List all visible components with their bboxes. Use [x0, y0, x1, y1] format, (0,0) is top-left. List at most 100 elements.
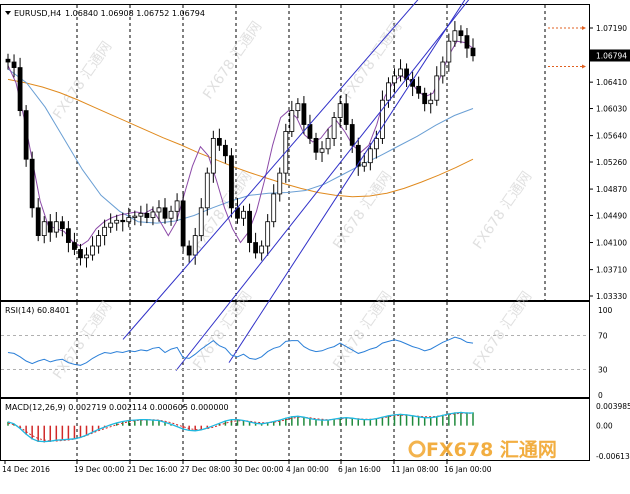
price-tick-label: 1.06030 [596, 105, 627, 114]
channel-line [175, 0, 470, 371]
rsi-panel [0, 301, 590, 398]
time-tick-label: 27 Dec 08:00 [180, 465, 231, 474]
candle-body [84, 254, 89, 259]
time-tick-label: 21 Dec 16:00 [127, 465, 178, 474]
current-price-box [590, 49, 630, 62]
macd-tick-label: -0.006139 [596, 452, 630, 461]
rsi-tick-label: 100 [598, 306, 613, 315]
price-tick-label: 1.04100 [596, 239, 627, 248]
candle-body [386, 82, 391, 101]
candle-body [271, 193, 277, 223]
candle-body [5, 58, 11, 63]
candle-body [90, 245, 95, 256]
rsi-tick-label: 70 [598, 332, 608, 341]
symbol-label: EURUSD,H4 [14, 9, 61, 18]
macd-layer [7, 411, 474, 443]
rsi-axis: 100 70 30 0 [598, 306, 613, 400]
candle-body [458, 30, 464, 37]
candle-body [132, 215, 138, 218]
logo-text: FX678 汇通网 [426, 439, 557, 461]
rsi-title: RSI(14) 60.8401 [5, 306, 70, 315]
candle-body [380, 99, 385, 139]
candle-body [11, 61, 17, 68]
candle-body [253, 242, 258, 254]
candle-body [35, 207, 41, 236]
candle-body [343, 103, 349, 125]
channel-line-layer [122, 0, 470, 371]
channel-line [122, 0, 419, 340]
candle-body [440, 61, 446, 77]
rsi-tick-label: 0 [598, 391, 603, 400]
candle-body [180, 200, 186, 247]
candle-body [204, 172, 210, 209]
candle-body [398, 68, 403, 77]
candle-body [168, 210, 174, 219]
candle-body [114, 219, 120, 224]
candle-body [192, 235, 198, 256]
candle-body [319, 148, 325, 153]
price-tick-label: 1.04870 [596, 185, 627, 194]
time-tick-label: 14 Dec 2016 [2, 465, 50, 474]
candle-body [162, 207, 168, 219]
time-axis: 14 Dec 2016 19 Dec 00:00 21 Dec 16:00 27 De… [2, 460, 492, 474]
candle-body [41, 221, 47, 236]
candle-body [428, 99, 434, 105]
candle-body [307, 124, 313, 139]
candle-body [392, 75, 397, 84]
candle-body [156, 207, 162, 213]
candle-body [349, 124, 355, 146]
candle-body [198, 207, 204, 236]
time-tick-label: 11 Jan 08:00 [391, 465, 439, 474]
dropdown-triangle-icon[interactable] [5, 11, 11, 15]
price-tick-label: 1.06410 [596, 78, 627, 87]
candle-body [241, 210, 246, 219]
candle-body [23, 110, 29, 160]
macd-main-line [7, 411, 473, 443]
price-tick-label: 1.05260 [596, 158, 627, 167]
time-tick-label: 4 Jan 00:00 [286, 465, 329, 474]
time-tick-label: 30 Dec 00:00 [233, 465, 284, 474]
candle-body [452, 30, 458, 42]
candle-body [229, 155, 234, 209]
candle-body [150, 211, 156, 218]
candle-body [120, 219, 126, 223]
candle-body [325, 137, 331, 150]
candle-body [367, 148, 373, 164]
candle-body [259, 245, 265, 254]
candle-body [470, 47, 476, 57]
candle-body [186, 245, 192, 256]
candle-body [277, 172, 283, 195]
candle-body [72, 242, 77, 250]
candle-body [29, 158, 35, 209]
candle-body [78, 249, 83, 259]
price-axis: 1.07190 1.06794 1.06410 1.06030 1.05640 1.052… [548, 24, 630, 301]
candle-body [361, 162, 367, 167]
candle-body [126, 217, 132, 223]
price-tick-label: 1.03330 [596, 292, 627, 301]
candle-body [434, 75, 440, 101]
candle-body [313, 137, 319, 153]
macd-title: MACD(12,26,9) 0.002719 0.002114 0.000605… [5, 403, 229, 412]
candle-body [17, 67, 23, 112]
candle-body [355, 144, 361, 167]
rsi-tick-label: 30 [598, 366, 608, 375]
price-tick-label: 1.07190 [596, 24, 627, 33]
candle-body [422, 92, 428, 105]
rsi-line [7, 336, 474, 366]
channel-line [228, 0, 466, 363]
price-tick-label: 1.05640 [596, 132, 627, 141]
candle-body [446, 40, 452, 63]
candle-body [331, 117, 337, 139]
moving-average-line [7, 78, 474, 198]
candle-layer [5, 21, 476, 268]
candle-body [53, 221, 59, 233]
macd-tick-label: 0.003985 [596, 402, 630, 411]
candle-body [373, 137, 379, 150]
candle-body [295, 103, 301, 112]
moving-average-line [7, 68, 474, 224]
candle-body [210, 137, 216, 174]
rsi-layer [1, 335, 589, 370]
price-tick-label: 1.03710 [596, 266, 627, 275]
